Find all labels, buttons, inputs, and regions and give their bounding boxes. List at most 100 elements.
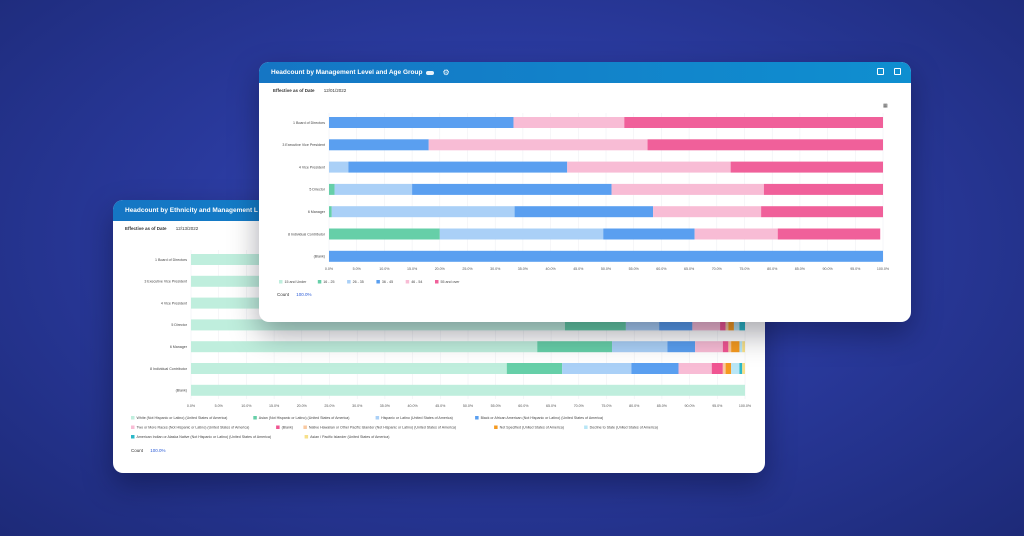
category-label: 1 Board of Directors — [293, 121, 325, 125]
category-label: 8 Individual Contributor — [288, 232, 326, 236]
bar-segment[interactable] — [647, 139, 883, 151]
bar-segment[interactable] — [331, 206, 515, 218]
legend-label: Asian (Not Hispanic or Latino) (United S… — [259, 416, 350, 420]
bar-segment[interactable] — [514, 206, 654, 218]
legend-swatch — [304, 435, 309, 439]
bar-segment[interactable] — [761, 206, 883, 218]
x-tick-label: 60.0% — [518, 404, 529, 408]
bar-segment[interactable] — [694, 228, 778, 240]
bar-segment[interactable] — [695, 341, 723, 353]
bar-segment[interactable] — [611, 183, 764, 195]
x-tick-label: 20.0% — [297, 404, 308, 408]
bar-segment[interactable] — [739, 363, 743, 374]
x-tick-label: 55.0% — [491, 404, 502, 408]
x-tick-label: 100.0% — [739, 404, 752, 408]
bar-segment[interactable] — [725, 363, 732, 374]
bar-segment[interactable] — [439, 228, 604, 240]
bar-segment[interactable] — [564, 319, 626, 331]
legend-label: 36 - 45 — [382, 280, 393, 284]
bar-segment[interactable] — [742, 341, 745, 353]
bar-segment[interactable] — [329, 117, 514, 128]
bar-segment[interactable] — [329, 228, 440, 240]
bar-segment[interactable] — [625, 319, 660, 331]
bar-segment[interactable] — [659, 319, 693, 331]
bar-segment[interactable] — [692, 319, 721, 331]
x-tick-label: 40.0% — [545, 267, 556, 271]
bar-segment[interactable] — [567, 161, 731, 173]
bar-segment[interactable] — [631, 363, 679, 374]
bar-segment[interactable] — [711, 363, 723, 374]
bar-segment[interactable] — [562, 363, 632, 374]
bar-segment[interactable] — [612, 341, 668, 353]
expand-icon[interactable] — [894, 68, 901, 75]
bar-segment[interactable] — [191, 363, 507, 374]
category-label: (Blank) — [314, 255, 325, 259]
chart-tools-icon[interactable]: ▦ — [883, 103, 888, 109]
card-header: Headcount by Management Level and Age Gr… — [259, 62, 911, 83]
x-tick-label: 5.0% — [215, 404, 224, 408]
bar-segment[interactable] — [678, 363, 712, 374]
info-badge-icon[interactable] — [426, 70, 435, 75]
bar-segment[interactable] — [667, 341, 696, 353]
x-tick-label: 90.0% — [684, 404, 695, 408]
bar-segment[interactable] — [191, 384, 745, 396]
bar-segment[interactable] — [722, 341, 729, 353]
legend-label: 55 and over — [441, 280, 461, 284]
bar-segment[interactable] — [730, 161, 883, 173]
export-icon[interactable] — [877, 68, 884, 75]
bar-segment[interactable] — [777, 228, 881, 240]
filter-settings-icon[interactable]: ⚙ — [442, 68, 450, 77]
bar-segment[interactable] — [731, 363, 740, 374]
legend-label: Two or More Races (Not Hispanic or Latin… — [137, 426, 250, 430]
bar-segment[interactable] — [513, 117, 625, 128]
bar-segment[interactable] — [428, 139, 648, 151]
bar-segment[interactable] — [722, 363, 726, 374]
legend-label: Not Specified (United States of America) — [500, 426, 564, 430]
bar-segment[interactable] — [728, 341, 732, 353]
legend-label: 46 - 54 — [411, 280, 422, 284]
legend-swatch — [376, 280, 380, 284]
bar-segment[interactable] — [731, 341, 740, 353]
x-tick-label: 75.0% — [739, 267, 750, 271]
x-tick-label: 50.0% — [463, 404, 474, 408]
legend-label: 26 - 35 — [353, 280, 364, 284]
bar-segment[interactable] — [329, 161, 349, 173]
legend-label: (Blank) — [282, 426, 293, 430]
bar-segment[interactable] — [329, 183, 335, 195]
bar-segment[interactable] — [739, 319, 745, 331]
bar-segment[interactable] — [412, 183, 612, 195]
bar-segment[interactable] — [603, 228, 695, 240]
bar-segment[interactable] — [733, 319, 740, 331]
x-tick-label: 65.0% — [684, 267, 695, 271]
bar-segment[interactable] — [506, 363, 563, 374]
bar-segment[interactable] — [739, 341, 743, 353]
count-row: Count 100.0% — [131, 448, 166, 453]
category-label: 8 Individual Contributor — [150, 367, 188, 371]
x-tick-label: 45.0% — [573, 267, 584, 271]
bar-segment[interactable] — [763, 183, 883, 195]
bar-segment[interactable] — [728, 319, 734, 331]
x-tick-label: 0.0% — [187, 404, 196, 408]
bar-segment[interactable] — [191, 319, 565, 331]
legend-swatch — [131, 435, 135, 439]
bar-segment[interactable] — [624, 117, 883, 128]
bar-segment[interactable] — [191, 341, 538, 353]
bar-segment[interactable] — [537, 341, 613, 353]
card-title: Headcount by Ethnicity and Management L — [125, 207, 258, 214]
bar-segment[interactable] — [348, 161, 568, 173]
bar-segment[interactable] — [725, 319, 729, 331]
legend-label: Native Hawaiian or Other Pacific Islande… — [309, 426, 456, 430]
bar-segment[interactable] — [329, 206, 332, 218]
bar-segment[interactable] — [329, 139, 429, 151]
bar-segment[interactable] — [742, 363, 745, 374]
bar-segment[interactable] — [329, 250, 883, 262]
category-label: 4 Vice President — [299, 165, 325, 169]
bar-segment[interactable] — [653, 206, 762, 218]
bar-segment[interactable] — [720, 319, 726, 331]
x-tick-label: 55.0% — [629, 267, 640, 271]
bar-segment[interactable] — [334, 183, 413, 195]
category-label: 5 Director — [309, 188, 325, 192]
legend-swatch — [475, 416, 479, 420]
x-tick-label: 90.0% — [822, 267, 833, 271]
x-tick-label: 35.0% — [518, 267, 529, 271]
